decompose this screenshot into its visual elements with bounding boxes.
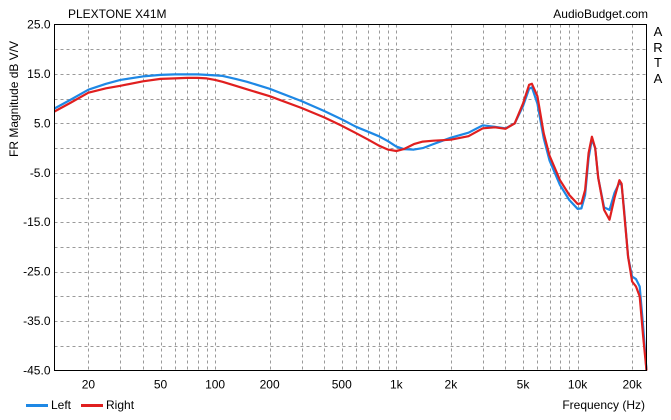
legend-item-left: Left [26, 398, 71, 412]
arta-letter: A [653, 70, 663, 86]
y-tick-label: -35.0 [23, 314, 51, 328]
plot-frame [54, 24, 647, 371]
x-tick-label: 50 [154, 378, 168, 392]
grid [54, 24, 647, 371]
y-tick-label: -15.0 [23, 215, 51, 229]
arta-watermark: A R T A [652, 24, 664, 86]
legend-swatch-right [81, 403, 104, 407]
y-tick-label: 25.0 [27, 18, 51, 32]
legend-swatch-left [26, 403, 48, 407]
series-line-right [53, 76, 648, 371]
x-tick-labels: 20 50 100 200 500 1k 2k 5k 10k 20k [82, 378, 643, 392]
chart-title: PLEXTONE X41M [68, 7, 167, 21]
series-lines [53, 73, 648, 371]
y-tick-label: 5.0 [34, 116, 51, 130]
y-tick-labels: 25.0 15.0 5.0 -5.0 -15.0 -25.0 -35.0 -45.0 [23, 18, 51, 378]
x-tick-label: 100 [205, 378, 225, 392]
x-tick-label: 5k [517, 378, 531, 392]
arta-letter: T [654, 55, 662, 70]
x-tick-label: 10k [568, 378, 588, 392]
arta-letter: R [653, 39, 663, 55]
x-tick-label: 2k [445, 378, 459, 392]
legend-label-left: Left [51, 398, 72, 412]
x-tick-label: 20 [82, 378, 96, 392]
y-tick-label: -45.0 [23, 364, 51, 378]
x-tick-label: 1k [390, 378, 404, 392]
legend-label-right: Right [106, 398, 135, 412]
x-tick-label: 200 [260, 378, 280, 392]
x-axis-label: Frequency (Hz) [562, 398, 645, 412]
arta-letter: A [653, 24, 663, 39]
legend: Left Right [26, 398, 134, 412]
y-tick-label: -25.0 [23, 265, 51, 279]
x-tick-label: 500 [332, 378, 352, 392]
series-line-left [53, 73, 648, 371]
legend-item-right: Right [81, 398, 134, 412]
y-tick-label: -5.0 [30, 166, 51, 180]
y-tick-label: 15.0 [27, 67, 51, 81]
brand-label: AudioBudget.com [553, 7, 648, 21]
x-tick-label: 20k [622, 378, 642, 392]
